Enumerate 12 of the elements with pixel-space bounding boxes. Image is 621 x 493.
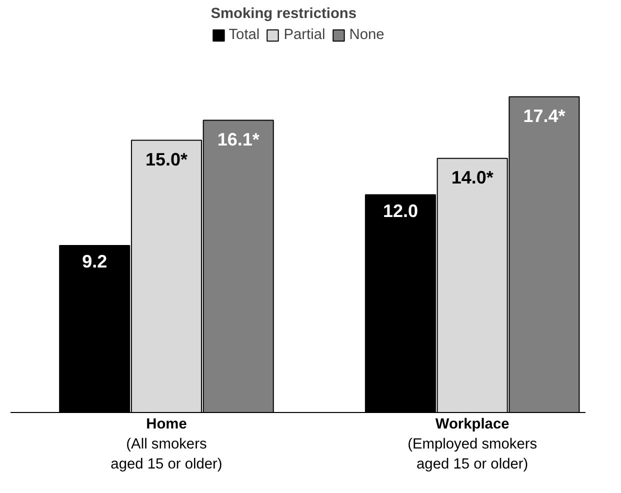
- x-tick-label: Home (All smokers aged 15 or older): [110, 416, 222, 472]
- data-label: 15.0*: [145, 149, 188, 170]
- data-label: 17.4*: [523, 106, 566, 126]
- legend-label: Total: [228, 27, 260, 43]
- legend-label: Partial: [284, 27, 326, 43]
- data-label: 9.2: [82, 252, 108, 272]
- data-label: 14.0*: [451, 167, 494, 188]
- legend-title: Smoking restrictions: [210, 6, 358, 22]
- data-label: 16.1*: [217, 129, 260, 150]
- legend-label: None: [349, 27, 384, 43]
- data-label: 12.0: [382, 200, 418, 221]
- x-tick-label: Workplace (Employed smokers aged 15 or older): [408, 416, 538, 472]
